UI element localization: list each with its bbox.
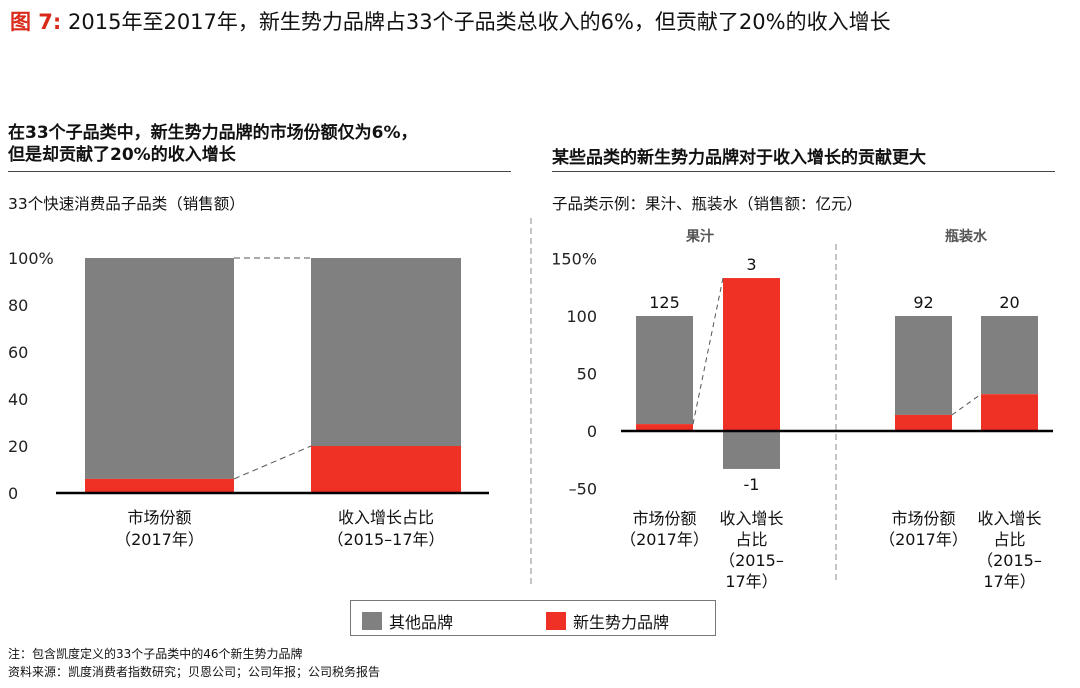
legend-item-other: 其他品牌 [362,609,453,633]
source-note: 资料来源：凯度消费者指数研究；贝恩公司；公司年报；公司税务报告 [8,665,381,679]
left-ytick-label: 100% [8,249,54,268]
left-heading-rule [8,171,511,172]
right-group-title: 瓶装水 [945,228,988,245]
left-bar-other [85,258,234,479]
left-subheading: 33个快速消费品子品类（销售额） [8,195,245,213]
right-bar-value-label: 3 [746,255,756,274]
legend-label-new: 新生势力品牌 [573,613,670,632]
left-ytick-label: 80 [8,296,28,315]
left-heading-line2: 但是却贡献了20%的收入增长 [8,145,236,165]
right-category-label: 17年） [725,572,777,591]
right-bar-other [723,431,780,469]
footnote: 注：包含凯度定义的33个子品类中的46个新生势力品牌 [8,647,303,661]
right-bar-new [636,424,693,431]
figure-title: 图 7: 2015年至2017年，新生势力品牌占33个子品类总收入的6%，但贡献… [10,6,891,36]
right-category-label: 市场份额 [891,509,955,528]
legend: 其他品牌 新生势力品牌 [350,600,716,636]
left-panel-heading: 在33个子品类中，新生势力品牌的市场份额仅为6%， 但是却贡献了20%的收入增长 [8,122,418,166]
left-bar-new [85,478,234,493]
right-category-label: 占比 [993,530,1025,549]
right-bar-value-label: 125 [649,293,680,312]
right-category-label: （2017年） [620,530,709,549]
right-category-label: 收入增长 [977,509,1041,528]
legend-item-new: 新生势力品牌 [546,609,669,633]
left-heading-line1: 在33个子品类中，新生势力品牌的市场份额仅为6%， [8,123,418,143]
right-ytick-label: 150% [551,250,597,269]
right-bar-value-label: 92 [913,293,933,312]
right-ytick-label: 50 [577,365,597,384]
left-category-label: （2015–17年） [327,530,444,549]
left-ytick-label: 0 [8,484,18,503]
figure-title-text: 2015年至2017年，新生势力品牌占33个子品类总收入的6%，但贡献了20%的… [68,10,891,34]
right-category-label: 17年） [983,572,1035,591]
figure-label: 图 7: [10,10,62,34]
right-category-label: 市场份额 [632,509,696,528]
right-bar-value-label: -1 [744,475,760,494]
left-ytick-label: 20 [8,437,28,456]
right-category-label: （2015– [719,551,784,570]
left-bar-other [311,258,461,446]
right-ytick-label: –50 [569,480,597,499]
right-bar-new [895,414,952,431]
legend-label-other: 其他品牌 [389,613,454,632]
right-chart: 150% 100 50 0 –50 果汁 125 市场份额 （2017年） 3 -1 收入增长占比 （2… [551,228,1053,591]
left-category-label: （2017年） [115,530,204,549]
legend-swatch-other [362,612,382,630]
right-connector-line [692,277,724,425]
right-bar-new [981,394,1038,431]
right-bar-other [981,316,1038,395]
right-category-label: 占比 [735,530,767,549]
right-category-label: （2017年） [879,530,968,549]
left-category-label: 收入增长占比 [338,508,434,527]
legend-swatch-new [546,612,566,630]
right-subheading: 子品类示例：果汁、瓶装水（销售额：亿元） [552,195,863,213]
left-category-label: 市场份额 [127,508,191,527]
right-bar-other [895,316,952,415]
left-connector-line [233,445,312,480]
left-bar-new [311,446,461,493]
left-ytick-label: 60 [8,343,28,362]
right-ytick-label: 0 [587,422,597,441]
right-category-label: （2015– [977,551,1042,570]
right-category-label: 收入增长 [719,509,783,528]
right-bar-new [723,278,780,431]
right-bar-other [636,316,693,425]
right-panel-heading: 某些品类的新生势力品牌对于收入增长的贡献更大 [552,148,926,168]
left-chart: 100% 80 60 40 20 0 市场份额 （2017年） 收入增长占比 （2015–17年） [8,249,489,549]
right-ytick-label: 100 [566,307,597,326]
right-heading-rule [552,171,1055,172]
right-group-title: 果汁 [685,228,714,245]
right-connector-line [951,393,982,416]
left-ytick-label: 40 [8,390,28,409]
right-bar-value-label: 20 [999,293,1019,312]
